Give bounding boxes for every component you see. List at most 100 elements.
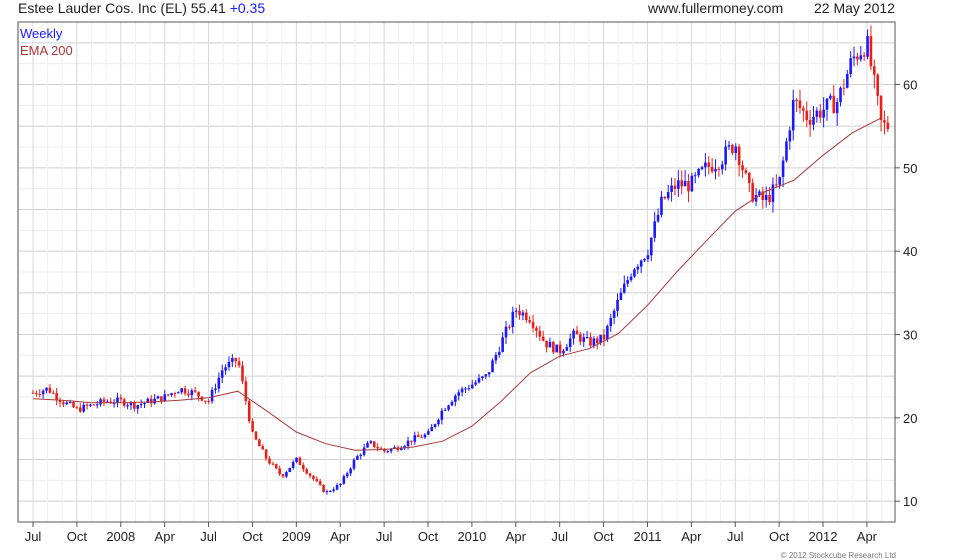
candle-body bbox=[812, 116, 815, 125]
candle-body bbox=[785, 141, 788, 161]
candle-body bbox=[558, 344, 562, 354]
candle-body bbox=[356, 456, 359, 460]
candle-body bbox=[389, 448, 393, 452]
candle-body bbox=[450, 401, 454, 406]
candle-body bbox=[312, 475, 315, 480]
candle-body bbox=[714, 168, 717, 172]
candle-body bbox=[156, 396, 160, 399]
candle-body bbox=[781, 160, 785, 177]
candle-body bbox=[670, 185, 673, 192]
candle-body bbox=[636, 266, 640, 270]
candle-body bbox=[589, 337, 592, 346]
candle-body bbox=[731, 145, 734, 153]
candle-body bbox=[224, 367, 227, 371]
candle-body bbox=[491, 360, 494, 373]
candle-body bbox=[829, 95, 832, 99]
candle-body bbox=[362, 447, 366, 455]
candles bbox=[31, 25, 890, 495]
candle-body bbox=[508, 326, 511, 328]
candle-body bbox=[102, 399, 106, 402]
candle-body bbox=[288, 467, 292, 473]
candle-body bbox=[423, 434, 427, 438]
candle-body bbox=[541, 336, 545, 341]
candle-body bbox=[345, 473, 349, 477]
candle-body bbox=[447, 405, 450, 410]
candle-body bbox=[484, 374, 488, 377]
x-tick-label: 2011 bbox=[633, 529, 661, 544]
candle-body bbox=[545, 340, 548, 348]
candle-body bbox=[548, 341, 552, 348]
candle-body bbox=[119, 397, 123, 400]
candle-body bbox=[744, 170, 748, 173]
candle-body bbox=[518, 310, 521, 316]
copyright: © 2012 Stockcube Research Ltd bbox=[780, 551, 896, 560]
candle-body bbox=[227, 361, 231, 368]
candle-body bbox=[443, 409, 447, 411]
candle-body bbox=[687, 181, 690, 192]
candle-body bbox=[99, 399, 102, 405]
candle-body bbox=[214, 388, 217, 390]
candle-body bbox=[717, 168, 721, 170]
candle-body bbox=[146, 398, 150, 403]
candle-body bbox=[791, 100, 795, 131]
candle-body bbox=[504, 326, 508, 338]
x-tick-label: Apr bbox=[330, 529, 351, 544]
candle-body bbox=[704, 162, 707, 168]
candle-body bbox=[663, 196, 667, 199]
candle-body bbox=[768, 194, 771, 202]
candle-body bbox=[247, 401, 251, 422]
x-tick-label: Oct bbox=[593, 529, 614, 544]
candle-body bbox=[112, 402, 116, 404]
candle-body bbox=[511, 311, 515, 328]
candle-body bbox=[79, 407, 82, 412]
chart-header: Estee Lauder Cos. Inc (EL) 55.41 +0.35 bbox=[18, 0, 265, 16]
candle-body bbox=[572, 330, 575, 339]
candle-body bbox=[126, 405, 129, 407]
candle-body bbox=[302, 464, 305, 470]
candle-body bbox=[666, 191, 670, 199]
candle-body bbox=[268, 458, 271, 464]
legend-weekly: Weekly bbox=[20, 26, 63, 41]
candle-body bbox=[51, 392, 55, 394]
candle-body bbox=[771, 184, 775, 202]
candle-body bbox=[433, 424, 437, 428]
candle-body bbox=[82, 404, 85, 412]
candle-body bbox=[832, 95, 836, 114]
plot-frame bbox=[17, 21, 896, 523]
candle-body bbox=[579, 334, 582, 342]
candle-body bbox=[190, 390, 194, 396]
candle-body bbox=[494, 354, 498, 361]
candle-body bbox=[552, 341, 555, 353]
candle-body bbox=[487, 372, 491, 375]
candle-body bbox=[609, 317, 613, 327]
candle-body bbox=[176, 392, 180, 394]
x-tick-label: Jul bbox=[25, 529, 42, 544]
candle-body bbox=[116, 397, 119, 403]
candle-body bbox=[427, 431, 430, 435]
candle-body bbox=[85, 404, 89, 406]
candle-body bbox=[727, 145, 731, 147]
candle-body bbox=[575, 330, 579, 335]
candle-body bbox=[251, 421, 254, 432]
candle-body bbox=[241, 365, 244, 382]
candle-body bbox=[139, 404, 143, 406]
candle-body bbox=[55, 393, 58, 400]
candle-body bbox=[585, 337, 589, 339]
x-tick-label: Apr bbox=[681, 529, 702, 544]
candle-body bbox=[383, 448, 386, 452]
x-tick-label: Apr bbox=[155, 529, 176, 544]
candle-body bbox=[568, 338, 572, 348]
x-tick-label: Jul bbox=[551, 529, 568, 544]
candle-body bbox=[372, 441, 376, 448]
candle-body bbox=[741, 165, 744, 171]
candle-body bbox=[835, 102, 839, 114]
candle-body bbox=[602, 334, 606, 340]
candle-body bbox=[724, 146, 727, 165]
candle-body bbox=[366, 442, 369, 448]
candle-body bbox=[660, 196, 663, 215]
candle-body bbox=[183, 388, 187, 394]
candle-body bbox=[335, 485, 339, 490]
candle-body bbox=[143, 402, 146, 405]
y-tick-label: 30 bbox=[903, 328, 917, 343]
y-tick-label: 40 bbox=[903, 244, 917, 259]
